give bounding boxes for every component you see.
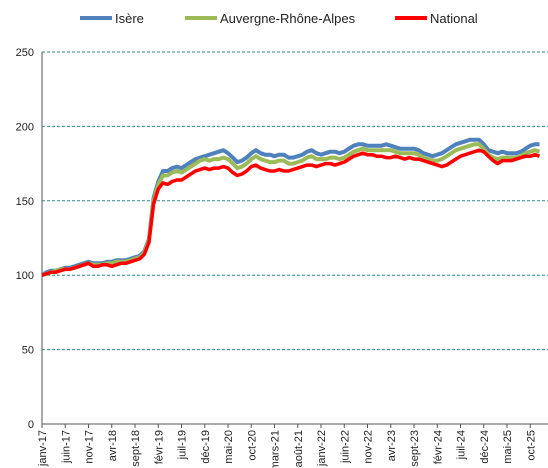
y-tick-label: 50: [22, 345, 34, 357]
x-tick-label: nov-17: [84, 430, 96, 464]
y-tick-label: 250: [16, 47, 34, 59]
x-tick-label: mai-20: [223, 430, 235, 464]
x-tick-label: nov-22: [363, 430, 375, 464]
y-tick-label: 100: [16, 270, 34, 282]
x-tick-label: avr-18: [107, 430, 119, 461]
x-tick-label: juil-19: [177, 430, 189, 460]
x-tick-label: oct-20: [246, 430, 258, 461]
y-tick-label: 150: [16, 196, 34, 208]
x-tick-label: févr-19: [153, 430, 165, 464]
x-tick-label: août-21: [293, 430, 305, 467]
series-line: [41, 148, 541, 277]
legend-label: Isère: [115, 11, 144, 26]
y-tick-label: 200: [16, 121, 34, 133]
x-tick-label: sept-18: [130, 430, 142, 467]
x-tick-label: sept-23: [409, 430, 421, 467]
x-tick-label: févr-24: [432, 430, 444, 464]
x-tick-label: janv-22: [316, 430, 328, 467]
series-line: [41, 142, 541, 278]
legend-label: Auvergne-Rhône-Alpes: [220, 11, 356, 26]
x-tick-label: juin-22: [339, 430, 351, 464]
x-tick-label: janv-17: [37, 430, 49, 467]
x-tick-label: déc-19: [200, 430, 212, 464]
x-tick-label: déc-24: [479, 430, 491, 464]
x-tick-label: mars-21: [270, 430, 282, 468]
x-tick-label: avr-23: [386, 430, 398, 461]
y-tick-label: 0: [28, 419, 34, 431]
series-line: [40, 137, 540, 277]
x-tick-label: oct-25: [525, 430, 537, 461]
x-tick-label: juin-17: [60, 430, 72, 464]
x-tick-label: mai-25: [502, 430, 514, 464]
legend-label: National: [430, 11, 478, 26]
x-tick-label: juil-24: [456, 430, 468, 460]
